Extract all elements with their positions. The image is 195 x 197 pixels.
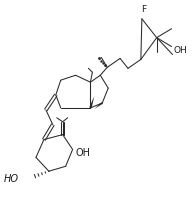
- Text: OH: OH: [174, 46, 187, 55]
- Text: HO: HO: [4, 174, 19, 184]
- Polygon shape: [89, 96, 94, 108]
- Text: F: F: [141, 5, 146, 14]
- Polygon shape: [94, 102, 103, 109]
- Text: OH: OH: [75, 148, 90, 158]
